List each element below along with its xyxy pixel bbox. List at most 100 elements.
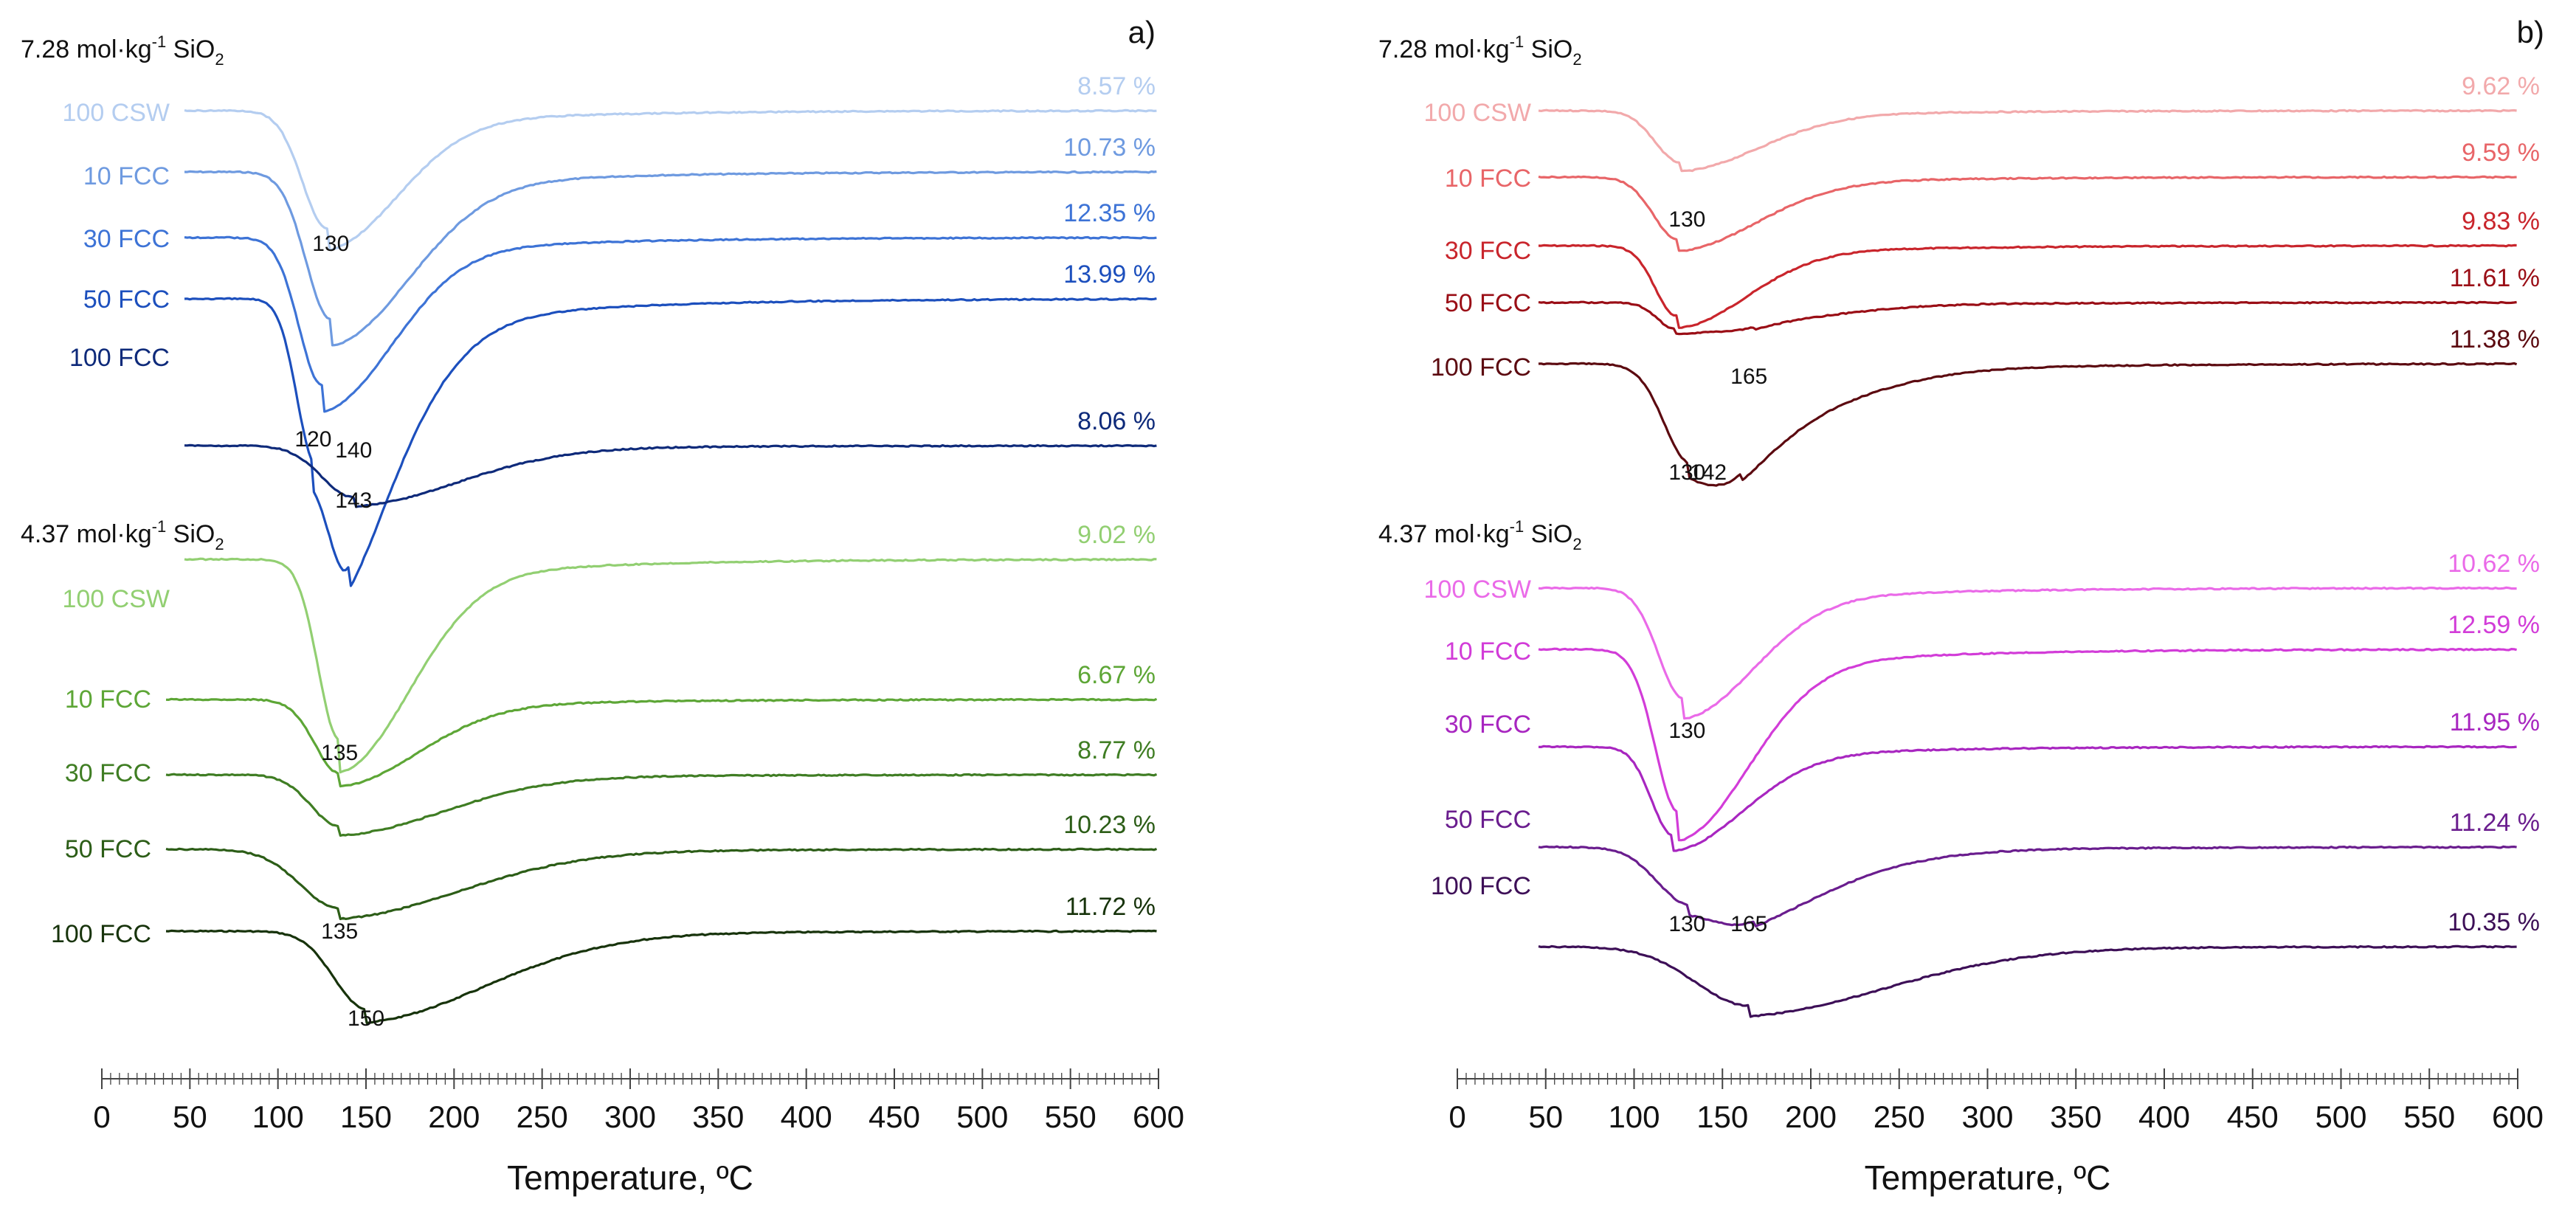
header-subscript: 2 bbox=[1572, 535, 1581, 553]
x-tick-label: 550 bbox=[2403, 1099, 2455, 1134]
header-compound: SiO bbox=[166, 520, 215, 548]
series-line bbox=[1538, 586, 2517, 720]
x-tick-label: 250 bbox=[517, 1099, 568, 1134]
series-line bbox=[184, 108, 1157, 251]
series-line bbox=[1538, 108, 2517, 173]
series-label: 100 CSW bbox=[1424, 99, 1532, 127]
x-tick-label: 350 bbox=[692, 1099, 744, 1134]
chart-panel-b: b) 0 50 100 150 200 250 300 350 400 450 500 550 600 Te… bbox=[1378, 15, 2544, 1197]
series-label: 50 FCC bbox=[65, 835, 151, 863]
header-concentration: 4.37 mol·kg bbox=[1378, 520, 1510, 548]
series-label: 50 FCC bbox=[83, 286, 170, 314]
series-label: 50 FCC bbox=[1445, 806, 1531, 834]
series-label: 10 FCC bbox=[83, 162, 170, 190]
mass-loss-label: 8.06 % bbox=[1077, 407, 1156, 435]
series-label: 30 FCC bbox=[1445, 237, 1531, 265]
peak-label: 165 bbox=[1730, 365, 1767, 389]
mass-loss-label: 8.57 % bbox=[1077, 72, 1156, 100]
series-line bbox=[1538, 175, 2517, 252]
x-tick-label: 300 bbox=[1961, 1099, 2013, 1134]
x-tick-label: 200 bbox=[1785, 1099, 1837, 1134]
series-label: 100 CSW bbox=[1424, 576, 1532, 604]
x-tick-label: 350 bbox=[2050, 1099, 2102, 1134]
x-tick-label: 450 bbox=[869, 1099, 920, 1134]
x-axis-label: Temperature, ºC bbox=[507, 1158, 753, 1197]
header-superscript: -1 bbox=[1510, 32, 1524, 51]
series-line bbox=[184, 557, 1157, 774]
mass-loss-label: 11.61 % bbox=[2450, 264, 2540, 292]
mass-loss-label: 8.77 % bbox=[1077, 736, 1156, 764]
series-label: 30 FCC bbox=[65, 759, 151, 787]
series-line bbox=[184, 170, 1157, 347]
x-tick-label: 500 bbox=[956, 1099, 1008, 1134]
x-tick-label: 400 bbox=[781, 1099, 832, 1134]
series-label: 10 FCC bbox=[1445, 165, 1531, 193]
group-header: 4.37 mol·kg-1 SiO2 bbox=[1378, 517, 1582, 553]
series-label: 100 FCC bbox=[51, 920, 151, 948]
series-line bbox=[165, 697, 1158, 788]
header-subscript: 2 bbox=[215, 535, 224, 553]
peak-label: 135 bbox=[321, 741, 358, 765]
mass-loss-label: 9.83 % bbox=[2462, 207, 2540, 235]
mass-loss-label: 10.35 % bbox=[2448, 908, 2540, 936]
x-tick-label: 100 bbox=[252, 1099, 304, 1134]
mass-loss-label: 11.24 % bbox=[2450, 809, 2540, 837]
series-line bbox=[165, 929, 1157, 1025]
header-concentration: 7.28 mol·kg bbox=[21, 35, 152, 63]
peak-label: 130 bbox=[1668, 912, 1705, 936]
peak-label: 130 bbox=[312, 232, 349, 256]
panel-label: a) bbox=[1128, 15, 1156, 49]
series-line bbox=[1538, 845, 2517, 927]
mass-loss-label: 11.38 % bbox=[2450, 325, 2540, 353]
x-tick-label: 50 bbox=[173, 1099, 207, 1134]
chart-panel-a: a) 0 50 100 150 200 250 300 350 400 450 500 550 600 Te… bbox=[21, 15, 1184, 1197]
x-tick-label: 450 bbox=[2227, 1099, 2279, 1134]
mass-loss-label: 12.35 % bbox=[1063, 199, 1156, 227]
header-superscript: -1 bbox=[152, 32, 167, 51]
x-tick-label: 550 bbox=[1045, 1099, 1097, 1134]
mass-loss-label: 10.62 % bbox=[2448, 550, 2540, 578]
x-tick-label: 300 bbox=[604, 1099, 656, 1134]
series-label: 10 FCC bbox=[1445, 638, 1531, 666]
header-concentration: 4.37 mol·kg bbox=[21, 520, 152, 548]
mass-loss-label: 9.02 % bbox=[1077, 521, 1156, 549]
peak-label: 130 bbox=[1668, 207, 1705, 232]
mass-loss-label: 13.99 % bbox=[1063, 260, 1156, 289]
mass-loss-label: 11.72 % bbox=[1066, 893, 1156, 921]
series-label: 100 CSW bbox=[63, 99, 170, 127]
series-line bbox=[184, 235, 1157, 413]
series-label: 100 FCC bbox=[1431, 353, 1531, 381]
x-tick-label: 150 bbox=[340, 1099, 392, 1134]
mass-loss-label: 9.62 % bbox=[2462, 72, 2540, 100]
header-subscript: 2 bbox=[1572, 50, 1581, 69]
peak-label: 135 bbox=[321, 919, 358, 944]
x-tick-label: 100 bbox=[1608, 1099, 1660, 1134]
header-superscript: -1 bbox=[1510, 517, 1524, 536]
group-header: 7.28 mol·kg-1 SiO2 bbox=[21, 32, 224, 69]
x-tick-label: 400 bbox=[2138, 1099, 2190, 1134]
header-compound: SiO bbox=[166, 35, 215, 63]
x-axis-label: Temperature, ºC bbox=[1865, 1158, 2111, 1197]
series-line bbox=[1538, 243, 2517, 329]
group-header: 7.28 mol·kg-1 SiO2 bbox=[1378, 32, 1582, 69]
mass-loss-label: 10.73 % bbox=[1063, 134, 1156, 162]
mass-loss-label: 11.95 % bbox=[2450, 708, 2540, 736]
mass-loss-label: 10.23 % bbox=[1063, 811, 1156, 839]
peak-label: 140 bbox=[335, 438, 372, 463]
mass-loss-label: 9.59 % bbox=[2462, 139, 2540, 167]
x-tick-label: 600 bbox=[1133, 1099, 1184, 1134]
header-subscript: 2 bbox=[215, 50, 224, 69]
mass-loss-label: 12.59 % bbox=[2448, 611, 2540, 639]
series-line bbox=[1538, 300, 2517, 336]
group-header: 4.37 mol·kg-1 SiO2 bbox=[21, 517, 224, 553]
series-line bbox=[184, 297, 1157, 587]
header-superscript: -1 bbox=[152, 517, 167, 536]
peak-label: 143 bbox=[335, 488, 372, 513]
series-label: 30 FCC bbox=[83, 225, 170, 253]
header-concentration: 7.28 mol·kg bbox=[1378, 35, 1510, 63]
peak-label: 130 bbox=[1668, 460, 1705, 485]
panel-label: b) bbox=[2517, 15, 2544, 49]
series-line bbox=[1538, 745, 2517, 852]
mass-loss-label: 6.67 % bbox=[1077, 661, 1156, 689]
x-tick-label: 50 bbox=[1528, 1099, 1563, 1134]
